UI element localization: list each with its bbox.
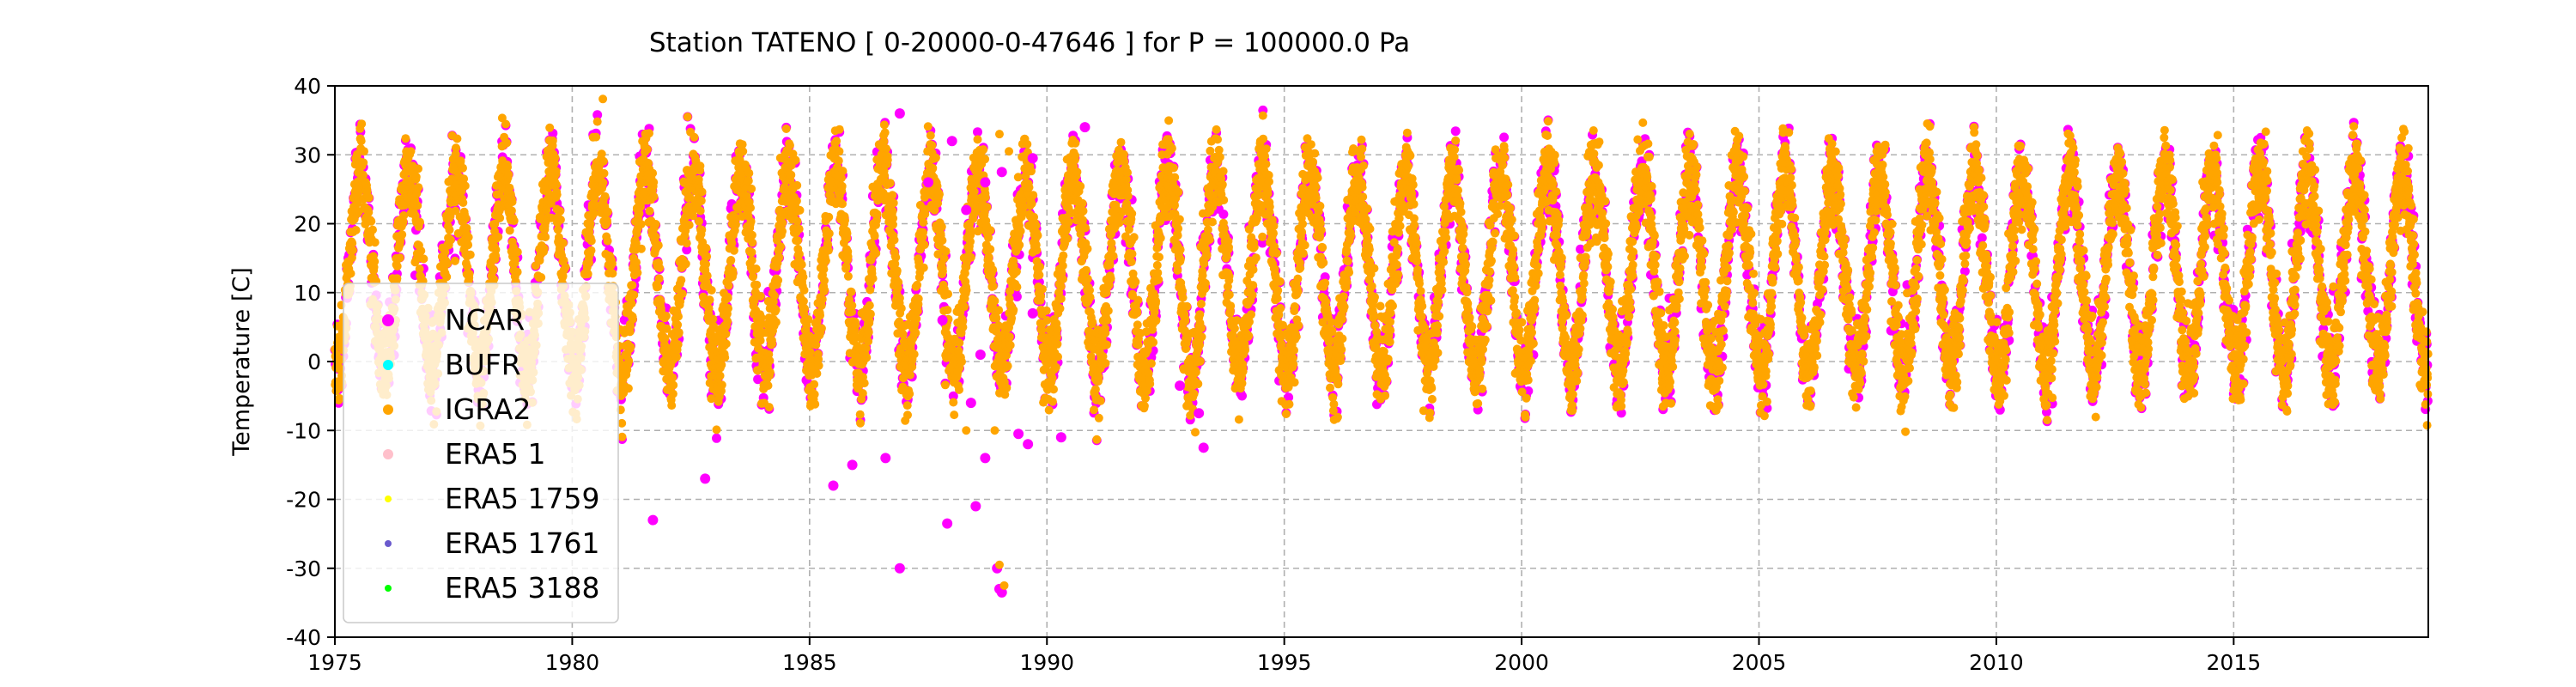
ncar-point	[1977, 233, 1987, 243]
ncar-point	[1218, 210, 1229, 219]
ncar-point	[1450, 126, 1461, 137]
ncar-point	[1499, 132, 1510, 143]
ncar-point	[1012, 292, 1022, 301]
data-points	[330, 94, 2433, 598]
ncar-point	[753, 374, 763, 385]
ncar-point	[592, 110, 603, 120]
ncar-point	[948, 391, 958, 401]
chart-title: Station TATENO [ 0-20000-0-47646 ] for P…	[649, 27, 1410, 58]
ncar-point	[973, 127, 982, 137]
ncar-point	[712, 433, 721, 443]
ncar-point	[1237, 391, 1247, 401]
ncar-point	[682, 245, 692, 255]
